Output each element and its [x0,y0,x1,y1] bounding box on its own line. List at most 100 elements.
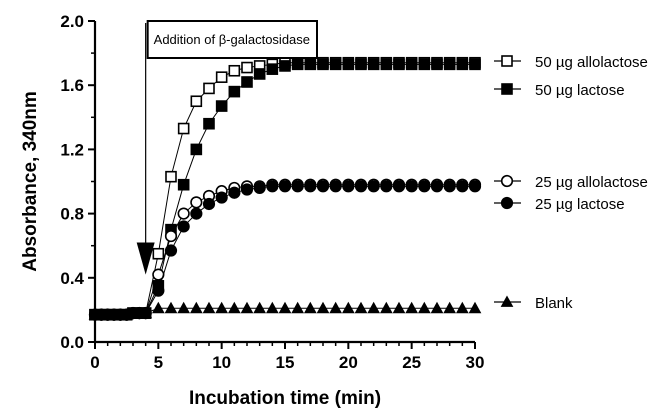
x-tick-label: 10 [212,353,231,372]
legend-entry-0: 50 µg allolactose [494,54,648,71]
legend-entry-1: 50 µg lactose [494,82,625,99]
data-point [190,95,203,108]
data-point [266,63,279,75]
legend: 50 µg allolactose 50 µg lactose 25 µg allo… [494,54,648,312]
data-point [241,76,253,88]
data-point [342,180,355,193]
data-point [469,58,481,71]
x-tick-label: 25 [402,353,421,372]
y-tick-label: 1.6 [60,76,84,95]
legend-marker [500,174,514,188]
data-point [240,183,254,196]
data-point [367,301,381,314]
legend-label: 50 µg lactose [535,82,625,99]
data-point [240,301,254,314]
data-point [177,220,190,233]
data-point [354,180,368,193]
y-tick-label: 0.8 [60,205,84,224]
data-point [265,301,279,314]
data-point [354,301,368,314]
data-point [215,100,228,112]
data-point [164,301,178,314]
y-tick-label: 0.0 [60,333,84,352]
data-point [316,180,330,193]
data-point [405,58,418,71]
data-point [203,82,215,95]
data-point [392,301,406,314]
data-point [456,58,469,71]
legend-entry-2: 25 µg allolactose [494,174,648,191]
data-point [341,301,355,314]
data-point [190,143,203,156]
data-point [316,301,330,314]
data-point [177,207,190,220]
data-point [443,301,457,314]
legend-marker [501,55,513,67]
data-point [202,301,216,314]
data-point [317,58,329,71]
legend-marker [500,196,514,210]
data-point [456,180,469,193]
annotation-layer: Addition of β-galactosidase [136,20,318,275]
data-point [304,58,317,71]
data-point [151,301,165,314]
data-point [278,301,292,314]
data-point [455,301,469,314]
data-point [177,122,190,135]
data-point [303,301,317,314]
series-4 [88,301,482,320]
y-tick-label: 2.0 [60,12,84,31]
data-point [418,58,431,71]
data-point [468,301,482,314]
x-tick-label: 20 [339,353,358,372]
data-point [164,244,178,257]
data-point [393,58,405,71]
data-point [431,58,443,71]
data-point [253,181,266,195]
data-point [241,61,253,74]
legend-label: 25 µg lactose [535,196,625,213]
data-point [203,117,215,130]
data-point [291,301,305,314]
data-point [291,58,304,71]
annotation-text: Addition of β-galactosidase [154,32,310,47]
data-point [228,64,241,77]
data-point [379,301,393,314]
data-point [405,301,419,314]
data-point [215,191,228,204]
data-point [278,180,292,193]
data-point [279,60,291,72]
legend-label: 50 µg allolactose [535,54,648,71]
data-point [367,180,380,193]
data-point [380,58,393,71]
data-point [139,306,153,319]
y-tick-label: 0.4 [60,269,84,288]
axes-layer: 0 5 10 15 20 25 30 0.0 0.4 0.8 1.2 1.6 2.0 [60,12,484,372]
data-point [228,85,241,98]
data-point [190,207,203,220]
y-axis-title: Absorbance, 340nm [20,91,41,272]
data-point [329,180,342,193]
data-point [215,71,228,83]
data-point [215,301,229,314]
data-point [329,58,342,71]
data-point [367,58,380,71]
data-point [342,58,355,71]
data-point [392,180,406,193]
y-tick-label: 1.2 [60,140,84,159]
data-point [177,178,190,191]
data-point [152,247,165,260]
data-point [468,180,482,193]
data-point [190,196,203,209]
data-point [164,229,178,243]
data-point [177,301,191,314]
legend-label: Blank [535,295,573,312]
data-point [405,180,418,193]
annotation-arrow-head [136,242,155,275]
series-layer [88,56,482,321]
data-point [253,301,267,314]
data-point [266,180,279,193]
legend-entry-3: 25 µg lactose [494,196,625,213]
data-point [253,68,266,80]
